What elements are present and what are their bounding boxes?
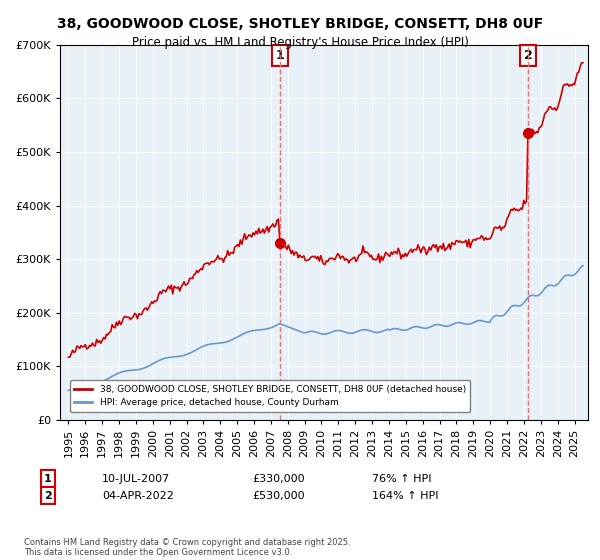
Text: £530,000: £530,000 [252, 491, 305, 501]
Text: Price paid vs. HM Land Registry's House Price Index (HPI): Price paid vs. HM Land Registry's House … [131, 36, 469, 49]
Legend: 38, GOODWOOD CLOSE, SHOTLEY BRIDGE, CONSETT, DH8 0UF (detached house), HPI: Aver: 38, GOODWOOD CLOSE, SHOTLEY BRIDGE, CONS… [70, 380, 470, 412]
Text: 1: 1 [276, 49, 284, 62]
Text: 76% ↑ HPI: 76% ↑ HPI [372, 474, 431, 484]
Text: 164% ↑ HPI: 164% ↑ HPI [372, 491, 439, 501]
Text: 38, GOODWOOD CLOSE, SHOTLEY BRIDGE, CONSETT, DH8 0UF: 38, GOODWOOD CLOSE, SHOTLEY BRIDGE, CONS… [57, 17, 543, 31]
Text: 04-APR-2022: 04-APR-2022 [102, 491, 174, 501]
Text: 2: 2 [44, 491, 52, 501]
Text: 2: 2 [524, 49, 532, 62]
Text: £330,000: £330,000 [252, 474, 305, 484]
Text: 1: 1 [44, 474, 52, 484]
Text: Contains HM Land Registry data © Crown copyright and database right 2025.
This d: Contains HM Land Registry data © Crown c… [24, 538, 350, 557]
Text: 10-JUL-2007: 10-JUL-2007 [102, 474, 170, 484]
